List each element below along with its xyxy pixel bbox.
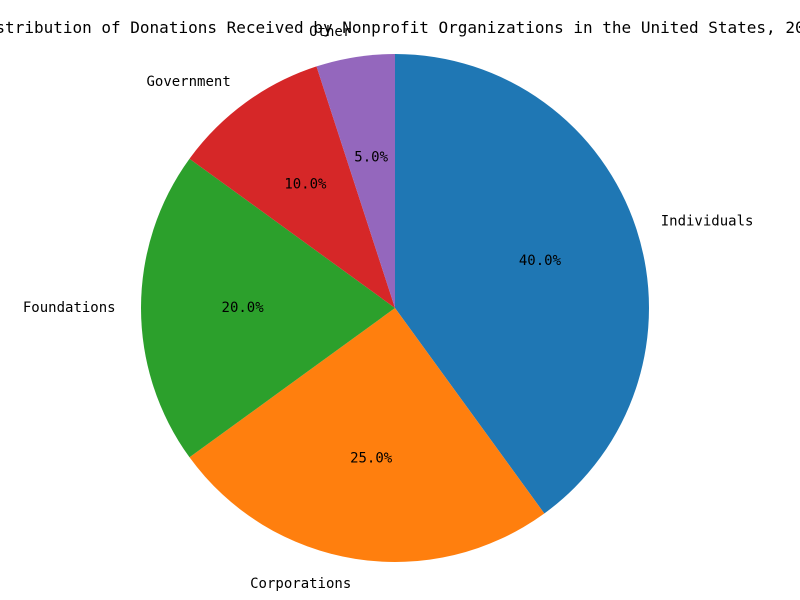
pie-slice-government — [189, 66, 395, 309]
slice-label-foundations: Foundations — [23, 300, 116, 316]
slice-label-individuals: Individuals — [661, 214, 754, 230]
slice-label-corporations: Corporations — [250, 576, 351, 592]
pct-label-foundations: 20.0% — [222, 300, 265, 316]
slices-group — [141, 54, 649, 562]
pie-slice-foundations — [141, 158, 395, 458]
slice-label-government: Government — [146, 74, 230, 90]
pie-slice-other — [316, 54, 395, 308]
pct-label-government: 10.0% — [284, 177, 327, 193]
pct-label-individuals: 40.0% — [519, 253, 562, 269]
slice-label-other: Other — [309, 24, 351, 40]
pct-label-other: 5.0% — [354, 149, 388, 165]
chart-title: Distribution of Donations Received by No… — [0, 18, 800, 37]
pie-slice-individuals — [395, 54, 649, 514]
pie-slice-corporations — [189, 308, 545, 562]
labels-group: Individuals 40.0% Corporations 25.0% Foundat… — [23, 24, 754, 592]
pct-label-corporations: 25.0% — [350, 451, 393, 467]
